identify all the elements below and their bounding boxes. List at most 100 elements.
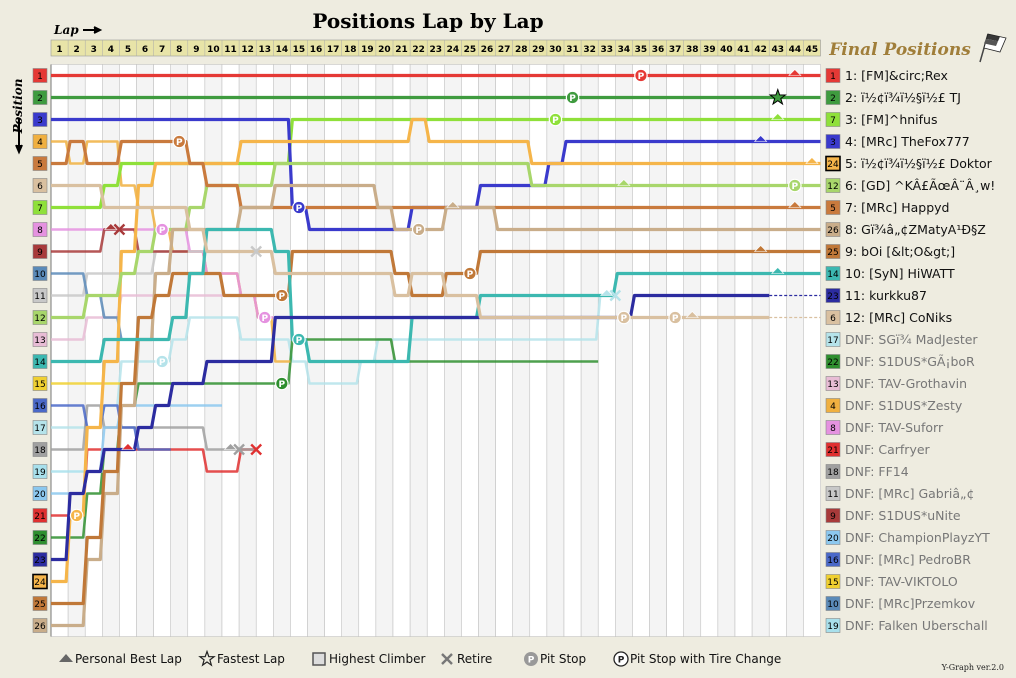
pit-stop-marker [69,508,84,523]
lap-column [444,64,462,637]
legend-swatch [825,288,841,303]
lap-tick-label: 16 [310,45,323,55]
legend-entry: 5 7: [MRc] Happyd [825,200,949,215]
legend-label: DNF: S1DUS*GÃ¡boR [845,354,975,369]
lap-tick-label: 2 [74,45,80,55]
start-position-tag [32,596,48,611]
key-label: Pit Stop [540,652,586,666]
legend-swatch [825,596,841,611]
start-position-tag [32,200,48,215]
legend-swatch [825,68,841,83]
start-position-tag [32,573,48,590]
lap-column [375,64,394,637]
legend-label: DNF: S1DUS*Zesty [845,398,963,413]
position-tick-label: 24 [34,578,46,588]
lap-tick-label: 5 [125,45,131,55]
lap-column [683,64,702,637]
pit-stop-marker [275,288,289,303]
position-tick-label: 10 [34,270,46,280]
position-tick-label: 7 [37,204,43,214]
pit-stop-marker-label: P [159,226,166,236]
personal-best-lap-marker [223,443,238,450]
legend-entry: 22 DNF: S1DUS*GÃ¡boR [825,354,975,369]
position-tick-label: 15 [34,380,45,390]
lap-tick-label: 31 [566,45,579,55]
legend-label: 8: Gï¾â„¢ZMatyA¹Ð§Z [845,222,986,237]
legend-label: DNF: TAV-VIKTOLO [845,574,958,589]
lap-column [803,64,821,637]
legend-label: DNF: FF14 [845,464,909,479]
pit-stop-marker-label: P [792,182,799,192]
lap-tick-label: 4 [108,45,114,55]
legend-label: 7: [MRc] Happyd [845,200,949,215]
lap-tick-label: 37 [669,45,682,55]
legend-entry: 12 6: [GD] ^KÂ£ÃœÂ¨Â¸w! [825,178,995,193]
lap-column [580,64,599,637]
legend-label: 4: [MRc] TheFox777 [845,134,970,149]
lap-tick-label: 39 [703,45,716,55]
lap-tick-label: 36 [652,45,665,55]
pit-stop-marker-label: P [261,314,268,324]
pit-stop-marker-label: P [621,314,628,324]
checkered-flag-icon [979,33,1007,63]
pit-stop-marker-label: P [415,226,422,236]
driver-position-line [51,183,770,320]
chart-grid [50,64,821,637]
lap-column [615,64,633,637]
legend-label: 12: [MRc] CoNiks [845,310,952,325]
key-item: Highest Climber [312,652,425,666]
lap-tick-label: 41 [737,45,750,55]
lap-tick-label: 19 [361,45,374,55]
pit-stop-marker-label: P [296,336,303,346]
lap-tick-label: 33 [600,45,613,55]
lap-tick-label: 30 [549,45,562,55]
start-position-tag [32,508,48,523]
lap-column [597,64,616,637]
legend-entry: 8 DNF: TAV-Suforr [825,420,944,435]
pit-stop-marker [463,266,477,281]
personal-best-lap-marker [805,157,819,164]
legend-start-number: 22 [827,358,838,368]
legend-swatch [825,530,841,545]
lap-tick-label: 42 [754,45,767,55]
legend-swatch [825,574,841,589]
personal-best-lap-marker [788,69,802,76]
lap-tick-label: 27 [498,45,511,55]
legend-swatch [825,420,841,435]
position-tick-label: 14 [34,358,46,368]
legend-start-number: 2 [830,94,836,104]
lap-tick-label: 6 [142,45,148,55]
lap-tick-label: 1 [56,45,62,55]
lap-column [238,64,257,637]
lap-tick-label: 44 [789,45,802,55]
legend-entry: 23 11: kurkku87 [825,288,927,303]
final-positions-legend: 1 1: [FM]&circ;Rex 2 2: ï½¢ï¾ï½§ï½£ TJ 7 3: [… [825,68,995,633]
legend-entry: 7 3: [FM]^hnifus [825,112,938,127]
legend-swatch [825,112,841,127]
position-tick-label: 22 [34,534,45,544]
pit-stop-marker [548,112,563,127]
key-label: Retire [457,652,492,666]
pit-stop-marker [668,310,682,325]
retire-marker [250,443,263,456]
legend-entry: 15 DNF: TAV-VIKTOLO [825,574,958,589]
pit-stop-marker-label: P [279,380,286,390]
lap-tick-label: 14 [276,45,289,55]
start-position-tag [32,244,48,259]
lap-column [649,64,667,637]
lap-column [341,64,360,637]
personal-best-lap-marker [446,201,460,208]
position-tick-label: 21 [34,512,45,522]
driver-position-line [51,293,770,562]
lap-tick-label: 32 [583,45,596,55]
legend-swatch [825,222,841,237]
personal-best-lap-marker [788,201,802,208]
lap-tick-label: 21 [395,45,408,55]
legend-swatch [825,155,841,172]
triangle-icon [59,654,73,662]
position-tick-label: 25 [34,600,45,610]
legend-entry: 4 DNF: S1DUS*Zesty [825,398,963,413]
pit-stop-marker-label: P [638,72,645,82]
legend-entry: 21 DNF: Carfryer [825,442,931,457]
driver-position-line [51,117,821,584]
